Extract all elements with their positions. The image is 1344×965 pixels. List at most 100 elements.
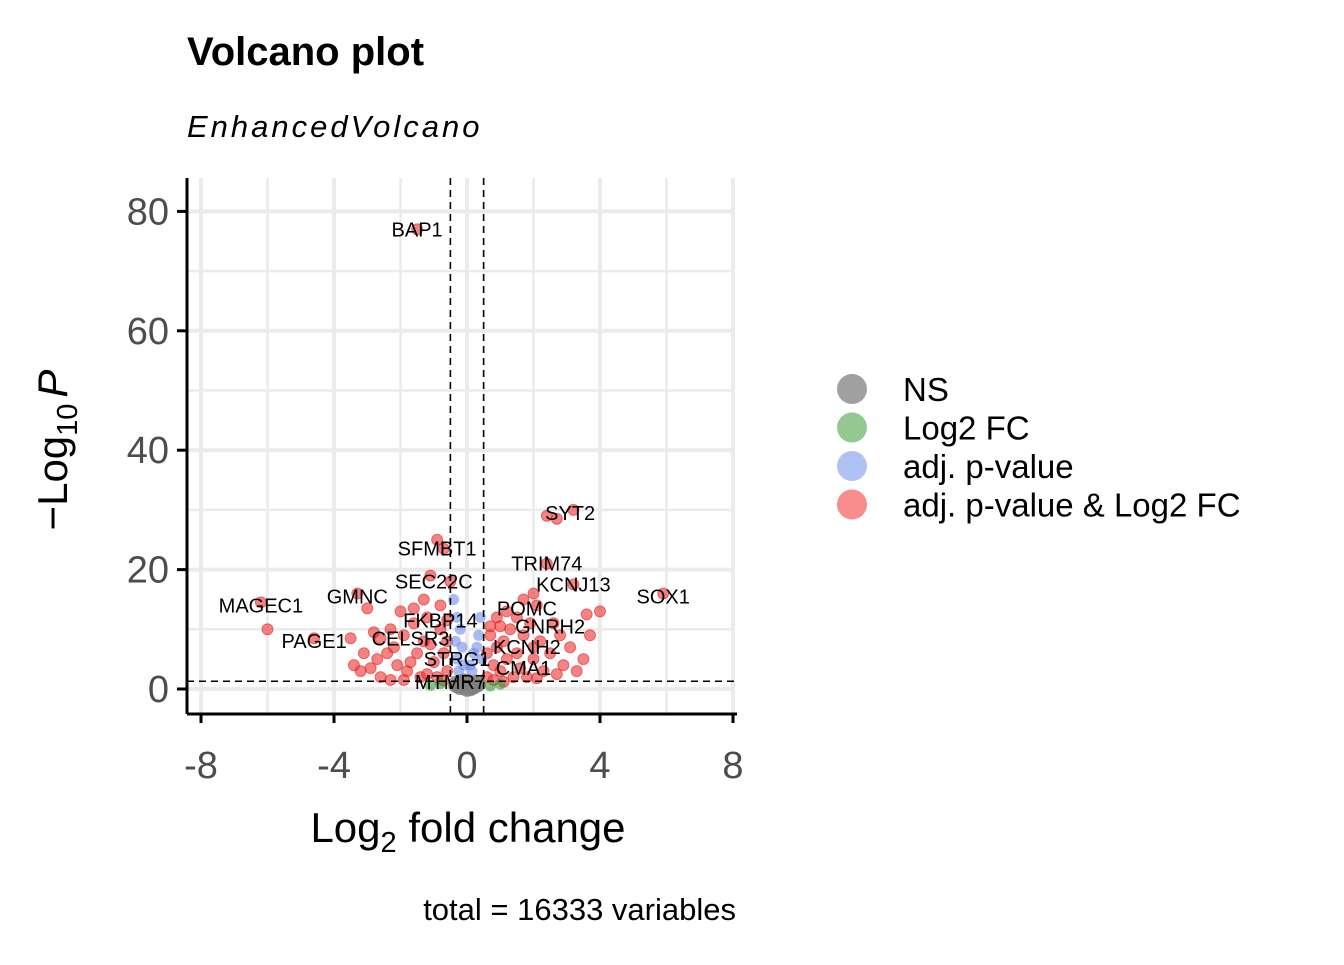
gene-label: GMNC xyxy=(327,587,388,609)
point-both xyxy=(344,632,357,645)
point-both xyxy=(364,662,377,675)
point-both xyxy=(371,653,384,666)
point-both xyxy=(424,638,437,651)
point-p xyxy=(451,611,463,623)
point-p xyxy=(456,641,468,653)
point-both xyxy=(397,674,410,686)
point-both xyxy=(577,653,590,666)
point-both xyxy=(407,617,420,630)
point-both xyxy=(530,599,543,612)
gene-label: MTMR7 xyxy=(415,672,486,694)
point-both xyxy=(580,608,593,621)
point-both xyxy=(554,629,567,642)
point-both xyxy=(394,605,407,618)
x-tick-label: 8 xyxy=(722,745,743,787)
point-both xyxy=(391,659,404,672)
chart-title: Volcano plot xyxy=(187,30,424,74)
point-both xyxy=(584,629,596,642)
point-both xyxy=(540,557,553,570)
cutoff-lines xyxy=(187,178,735,714)
x-tick-label: 4 xyxy=(589,745,610,787)
gene-label: BAP1 xyxy=(392,219,443,241)
legend-label-fc: Log2 FC xyxy=(903,410,1030,447)
gene-label: SFMBT1 xyxy=(398,539,477,561)
point-both xyxy=(524,617,537,630)
gene-label: MAGEC1 xyxy=(219,595,303,617)
y-tick-label: 60 xyxy=(127,311,169,353)
point-both xyxy=(384,674,397,686)
point-both xyxy=(570,665,583,678)
point-both xyxy=(527,587,540,600)
point-both xyxy=(564,641,577,654)
point-both xyxy=(500,653,513,666)
gene-label: SYT2 xyxy=(545,503,595,525)
point-both xyxy=(404,656,417,669)
point-both xyxy=(547,617,560,630)
point-both xyxy=(384,623,397,636)
point-fc xyxy=(424,679,436,691)
caption: total = 16333 variables xyxy=(423,892,736,927)
gene-label: TRIM74 xyxy=(511,554,582,576)
point-p xyxy=(466,665,478,677)
gene-label: SOX1 xyxy=(637,587,690,609)
point-both xyxy=(431,533,444,546)
point-both xyxy=(484,620,497,633)
point-both xyxy=(544,647,557,660)
point-fc xyxy=(494,678,506,690)
gene-label: GNRH2 xyxy=(515,616,585,638)
point-fc xyxy=(484,680,496,692)
point-p xyxy=(454,623,466,635)
y-axis-title: −Log10P xyxy=(29,370,84,531)
point-p xyxy=(476,653,488,665)
point-labels: BAP1 SYT2 SFMBT1 TRIM74 SEC22C KCNJ13 SOX1 GMNC… xyxy=(219,219,690,694)
point-both xyxy=(407,602,420,615)
point-both xyxy=(417,593,430,606)
point-both xyxy=(434,599,447,612)
point-both xyxy=(657,587,670,600)
gene-label: SEC22C xyxy=(395,572,473,594)
point-both xyxy=(308,632,321,645)
points xyxy=(254,223,670,697)
point-both xyxy=(254,596,267,609)
point-both xyxy=(557,659,570,672)
legend-marker-p xyxy=(837,451,867,481)
point-both xyxy=(494,665,507,678)
point-both xyxy=(424,569,437,582)
point-both xyxy=(550,512,563,525)
point-both xyxy=(351,587,364,600)
y-tick-label: 0 xyxy=(148,669,169,711)
x-axis-title: Log2 fold change xyxy=(310,804,625,859)
point-both xyxy=(510,611,523,624)
gene-label: CMA1 xyxy=(496,658,552,680)
point-both xyxy=(490,641,503,654)
y-tick-label: 40 xyxy=(127,430,169,472)
point-both xyxy=(361,602,374,615)
grid xyxy=(187,178,735,714)
point-both xyxy=(397,629,410,642)
point-both xyxy=(504,623,517,636)
point-both xyxy=(437,542,450,555)
gene-label: FKBP14 xyxy=(403,610,477,632)
point-both xyxy=(261,623,274,636)
point-both xyxy=(507,671,520,684)
gene-label: CELSR3 xyxy=(372,628,450,650)
point-both xyxy=(387,641,400,654)
point-both xyxy=(567,578,580,591)
x-tick-label: 0 xyxy=(456,745,477,787)
legend-label-p: adj. p-value xyxy=(903,448,1074,485)
point-both xyxy=(357,647,370,660)
legend-marker-fc xyxy=(837,412,867,443)
point-both xyxy=(527,641,540,654)
y-tick-label: 20 xyxy=(127,550,169,592)
point-ns xyxy=(458,678,476,697)
gene-label: STRG1 xyxy=(424,649,491,671)
point-both xyxy=(514,662,527,675)
point-both xyxy=(411,223,424,236)
point-both xyxy=(567,503,580,516)
point-both xyxy=(411,647,424,660)
point-both xyxy=(527,653,540,666)
point-both xyxy=(550,668,563,681)
